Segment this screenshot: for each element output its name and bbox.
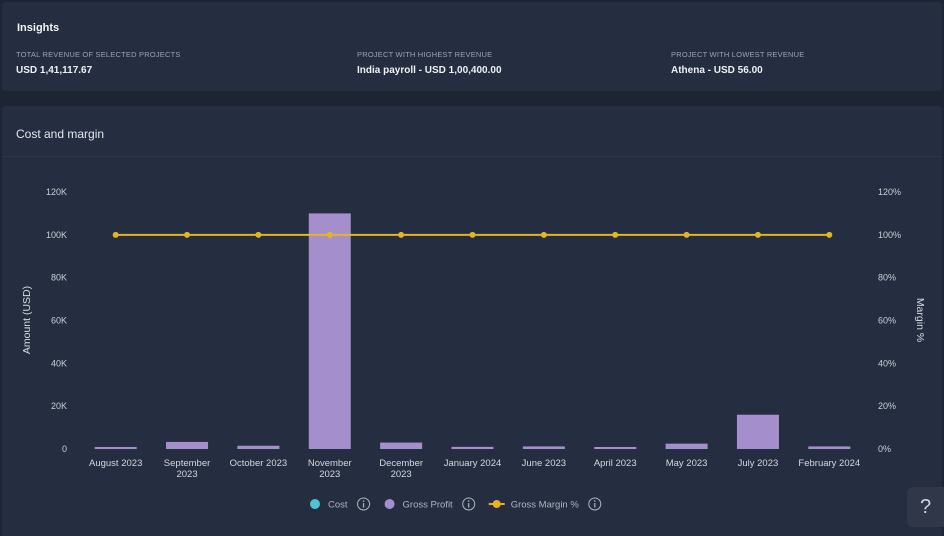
metric-label: Project with highest revenue — [357, 50, 493, 59]
y2-tick-label: 100% — [878, 230, 901, 240]
insights-title: Insights — [17, 22, 60, 34]
gross-margin-point — [112, 231, 119, 238]
y-tick-label: 80K — [51, 273, 67, 283]
x-tick-label: September — [164, 458, 210, 469]
metric-value: India payroll - USD 1,00,400.00 — [357, 65, 502, 76]
gross-profit-bar — [94, 447, 137, 449]
x-tick-label: June 2023 — [522, 458, 566, 469]
legend-label: Cost — [328, 500, 348, 511]
x-tick-label: 2023 — [319, 469, 340, 480]
info-icon-dot — [594, 500, 596, 502]
metric-label: Project with lowest revenue — [671, 50, 805, 59]
gross-profit-bar — [808, 446, 851, 449]
gross-profit-bar — [451, 446, 494, 449]
x-tick-label: May 2023 — [666, 458, 708, 469]
info-icon[interactable] — [357, 497, 371, 511]
y-tick-label: 0 — [62, 444, 67, 454]
y2-axis-title: Margin % — [914, 298, 926, 342]
info-icon-dot — [362, 500, 365, 502]
y-tick-label: 100K — [46, 230, 67, 240]
cost-and-margin-panel: Cost and margin — [2, 106, 942, 536]
gross-margin-point — [255, 231, 262, 238]
gross-margin-point — [683, 231, 690, 238]
y2-tick-label: 120% — [878, 187, 901, 197]
y2-tick-label: 80% — [878, 273, 896, 283]
gross-margin-point — [540, 231, 547, 238]
help-button[interactable]: ? — [907, 487, 944, 527]
x-tick-label: July 2023 — [738, 458, 779, 469]
gross-margin-point — [398, 231, 405, 238]
y-tick-label: 20K — [51, 401, 67, 411]
y-tick-label: 40K — [51, 358, 67, 368]
y-tick-label: 120K — [46, 187, 67, 197]
x-tick-label: December — [379, 458, 423, 469]
gross-profit-bar — [166, 441, 209, 449]
gross-margin-point — [826, 231, 833, 238]
gross-margin-point — [326, 231, 333, 238]
legend-marker — [310, 499, 320, 509]
gross-margin-point — [754, 231, 761, 238]
x-tick-label: 2023 — [391, 469, 412, 480]
x-tick-label: April 2023 — [594, 458, 637, 469]
chart-panel-title: Cost and margin — [16, 127, 105, 141]
legend-label: Gross Margin % — [511, 500, 580, 511]
x-tick-label: October 2023 — [230, 458, 288, 469]
x-tick-label: February 2024 — [798, 458, 860, 469]
y2-tick-label: 20% — [878, 401, 896, 411]
metric-value: USD 1,41,117.67 — [16, 65, 93, 76]
y-tick-label: 60K — [51, 316, 67, 326]
gross-margin-point — [469, 231, 476, 238]
legend-marker — [384, 499, 395, 509]
gross-margin-point — [184, 231, 191, 238]
info-icon[interactable] — [588, 497, 602, 511]
gross-profit-bar — [736, 414, 779, 449]
y-axis-title: Amount (USD) — [21, 286, 33, 354]
question-icon: ? — [919, 495, 932, 518]
gross-profit-bar — [522, 446, 565, 449]
metric-highest-revenue: Project with highest revenue India payro… — [357, 50, 502, 76]
info-icon[interactable] — [462, 497, 476, 511]
metric-total-revenue: Total revenue of selected projects USD 1… — [16, 50, 181, 76]
info-icon-dot — [467, 500, 470, 502]
gross-profit-bar — [594, 447, 637, 449]
x-tick-label: January 2024 — [444, 458, 502, 469]
metric-label: Total revenue of selected projects — [16, 50, 181, 59]
y2-tick-label: 40% — [878, 358, 896, 368]
gross-profit-bar — [665, 443, 708, 449]
gross-margin-point — [612, 231, 619, 238]
metric-lowest-revenue: Project with lowest revenue Athena - USD… — [671, 50, 804, 76]
gross-profit-bar — [308, 213, 351, 449]
gross-profit-bar — [237, 445, 280, 449]
metric-value: Athena - USD 56.00 — [671, 65, 763, 76]
panel-divider — [2, 156, 942, 157]
x-tick-label: 2023 — [176, 469, 197, 480]
legend-label: Gross Profit — [403, 500, 454, 511]
x-tick-label: November — [308, 458, 352, 469]
y2-tick-label: 60% — [878, 316, 896, 326]
y2-tick-label: 0% — [878, 444, 891, 454]
insights-panel: Insights Total revenue of selected proje… — [2, 2, 942, 91]
x-tick-label: August 2023 — [89, 458, 142, 469]
gross-profit-bar — [380, 442, 423, 449]
legend-marker — [492, 500, 501, 508]
